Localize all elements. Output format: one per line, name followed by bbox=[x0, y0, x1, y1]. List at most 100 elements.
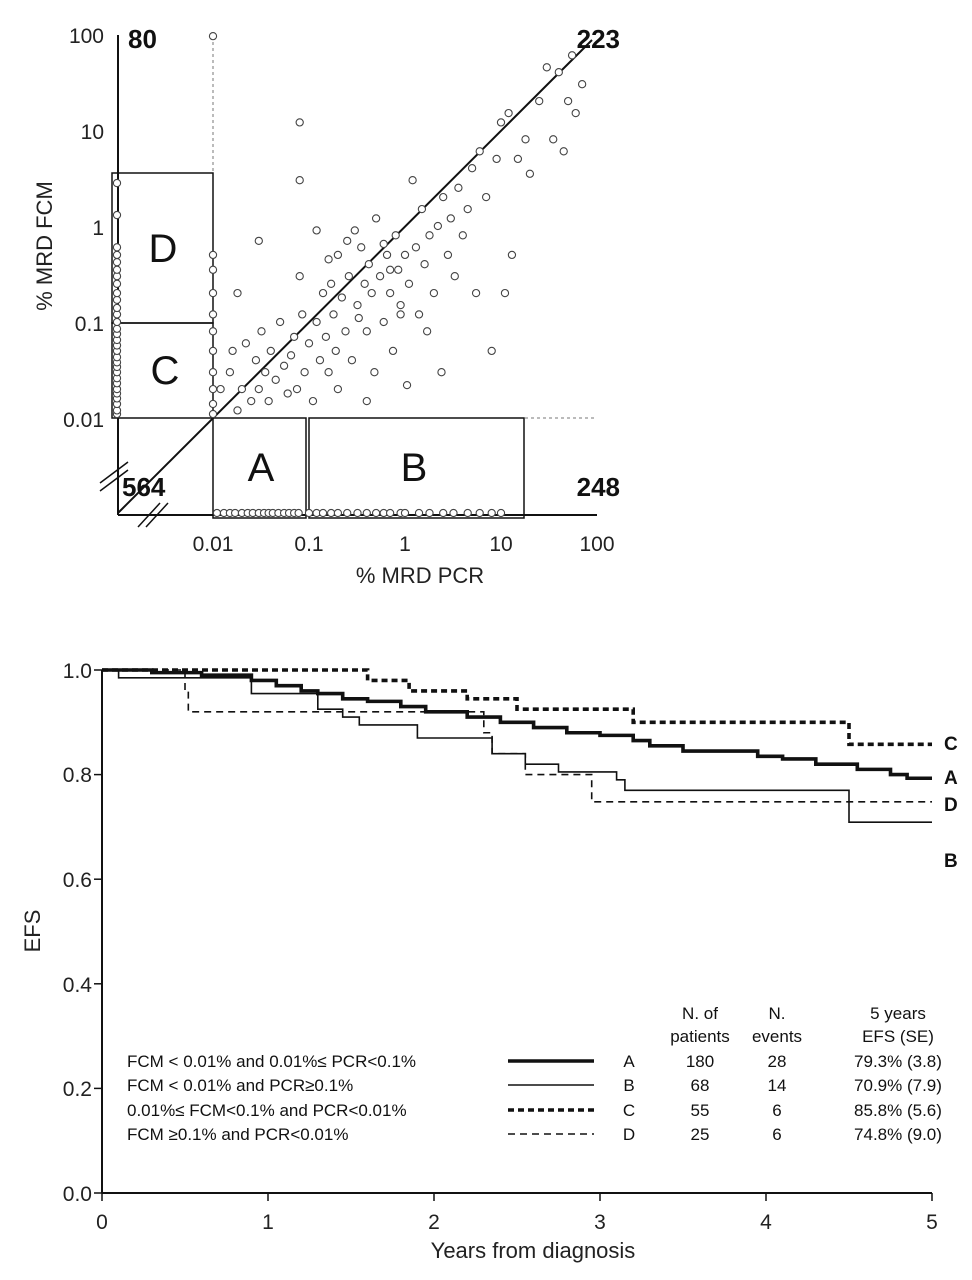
scatter-point bbox=[112, 210, 122, 220]
scatter-point bbox=[315, 356, 325, 365]
box-a bbox=[212, 417, 307, 519]
scatter-point bbox=[525, 169, 535, 178]
scatter-point bbox=[414, 310, 424, 319]
box-label-c: C bbox=[151, 349, 180, 393]
scatter-point bbox=[279, 361, 289, 370]
scatter-point bbox=[439, 508, 448, 518]
scatter-point bbox=[298, 310, 307, 319]
scatter-point bbox=[563, 96, 573, 106]
scatter-point bbox=[112, 258, 122, 267]
scatter-point bbox=[304, 508, 314, 518]
km-x-tick-4: 4 bbox=[760, 1211, 772, 1234]
km-x-tick-2: 2 bbox=[428, 1211, 440, 1234]
legend-patients: 55 bbox=[691, 1101, 710, 1120]
km-x-tick-3: 3 bbox=[594, 1211, 606, 1234]
scatter-point bbox=[312, 317, 321, 327]
scatter-point bbox=[294, 508, 303, 518]
scatter-point bbox=[344, 272, 353, 281]
scatter-point bbox=[312, 226, 321, 235]
x-tick-1: 1 bbox=[399, 533, 411, 556]
legend-patients: 68 bbox=[691, 1076, 710, 1095]
legend-header-events-1: N. bbox=[769, 1004, 786, 1023]
scatter-point bbox=[233, 406, 242, 415]
scatter-point bbox=[420, 260, 429, 269]
scatter-point bbox=[241, 339, 251, 348]
scatter-point bbox=[321, 332, 331, 342]
scatter-point bbox=[454, 183, 463, 192]
scatter-point bbox=[429, 288, 439, 298]
scatter-point bbox=[492, 154, 501, 164]
scatter-point bbox=[208, 250, 218, 260]
scatter-point bbox=[266, 346, 275, 356]
scatter-point bbox=[379, 239, 388, 249]
legend-efs: 79.3% (3.8) bbox=[854, 1052, 942, 1071]
scatter-point bbox=[112, 324, 122, 333]
scatter-point bbox=[471, 288, 481, 298]
legend-events: 6 bbox=[772, 1125, 781, 1144]
scatter-point bbox=[402, 380, 412, 390]
scatter-point bbox=[360, 279, 369, 288]
x-tick-0.1: 0.1 bbox=[294, 533, 323, 556]
scatter-point bbox=[385, 288, 395, 298]
scatter-point bbox=[308, 396, 318, 406]
y-tick-0.1: 0.1 bbox=[75, 313, 104, 336]
scatter-point bbox=[521, 135, 530, 144]
scatter-point bbox=[337, 293, 347, 302]
legend-efs: 85.8% (5.6) bbox=[854, 1101, 942, 1120]
scatter-point bbox=[331, 346, 340, 356]
scatter-point bbox=[292, 384, 302, 394]
legend-events: 14 bbox=[768, 1076, 787, 1095]
scatter-point bbox=[500, 288, 510, 298]
scatter-point bbox=[208, 31, 218, 41]
count-bottom-left: 564 bbox=[122, 472, 166, 502]
scatter-point bbox=[367, 288, 376, 298]
km-curves bbox=[102, 668, 932, 823]
scatter-point bbox=[275, 317, 285, 327]
scatter-point bbox=[112, 250, 122, 260]
legend-group: B bbox=[623, 1076, 634, 1095]
km-tick-marks bbox=[94, 669, 933, 1201]
scatter-point bbox=[295, 118, 304, 127]
scatter-point bbox=[571, 108, 580, 118]
scatter-plot: 100 10 1 0.1 0.01 0.01 0.1 1 10 100 % MR… bbox=[32, 24, 620, 588]
km-y-tick-0.6: 0.6 bbox=[63, 869, 92, 892]
legend-desc: 0.01%≤ FCM<0.1% and PCR<0.01% bbox=[127, 1101, 407, 1120]
axis-break-marks bbox=[99, 461, 169, 528]
scatter-point bbox=[289, 332, 299, 342]
legend-header-events-2: events bbox=[752, 1027, 802, 1046]
scatter-point bbox=[375, 272, 385, 281]
scatter-point bbox=[324, 368, 333, 377]
scatter-point bbox=[437, 368, 446, 377]
count-bottom-right: 248 bbox=[577, 472, 620, 502]
scatter-point bbox=[286, 351, 296, 360]
scatter-point bbox=[487, 346, 496, 356]
scatter-point bbox=[112, 279, 122, 288]
legend-desc: FCM ≥0.1% and PCR<0.01% bbox=[127, 1125, 348, 1144]
x-tick-100: 100 bbox=[579, 533, 614, 556]
scatter-point bbox=[487, 508, 496, 518]
scatter-point bbox=[208, 265, 218, 274]
scatter-point bbox=[208, 399, 218, 409]
legend-patients: 25 bbox=[691, 1125, 710, 1144]
scatter-x-label: % MRD PCR bbox=[356, 563, 484, 588]
scatter-y-label: % MRD FCM bbox=[32, 181, 57, 311]
scatter-point bbox=[112, 265, 122, 274]
scatter-point bbox=[326, 279, 336, 288]
box-b bbox=[308, 417, 525, 519]
scatter-point bbox=[295, 176, 304, 185]
legend-table: FCM < 0.01% and 0.01%≤ PCR<0.1% A 180 28 79.… bbox=[127, 1052, 942, 1144]
scatter-point bbox=[212, 508, 222, 518]
scatter-point bbox=[304, 339, 314, 348]
scatter-point bbox=[370, 368, 379, 377]
scatter-point bbox=[439, 192, 448, 202]
scatter-point bbox=[254, 236, 263, 246]
scatter-point bbox=[343, 236, 352, 246]
legend-events: 28 bbox=[768, 1052, 787, 1071]
legend-headers: N. of patients N. events 5 years EFS (SE… bbox=[670, 1004, 934, 1046]
km-y-label: EFS bbox=[20, 910, 45, 953]
scatter-point bbox=[422, 327, 432, 336]
scatter-point bbox=[264, 396, 273, 406]
km-curve-d bbox=[102, 669, 932, 803]
x-tick-10: 10 bbox=[489, 533, 512, 556]
